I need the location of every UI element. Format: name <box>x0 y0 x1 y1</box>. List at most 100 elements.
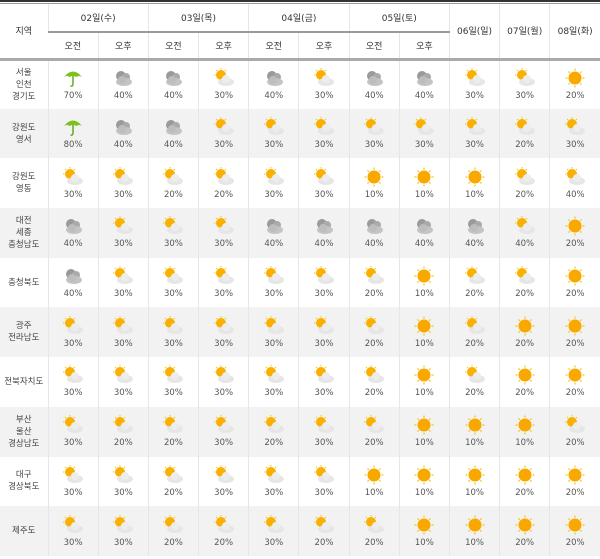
partly-sunny-icon <box>112 315 134 336</box>
partly-sunny-icon <box>162 365 184 385</box>
partly-sunny-icon <box>464 117 486 137</box>
partly-sunny-icon <box>62 166 84 187</box>
precip-probability: 30% <box>113 338 133 349</box>
pm-header: 오후 <box>298 32 350 59</box>
precip-probability: 20% <box>565 91 585 102</box>
precip-probability: 20% <box>565 537 585 548</box>
precip-probability: 30% <box>314 388 334 399</box>
sunny-icon <box>564 68 586 88</box>
forecast-cell: 20% <box>549 307 600 358</box>
forecast-cell: 30% <box>147 257 199 308</box>
forecast-cell: 40% <box>348 208 400 258</box>
sunny-icon <box>564 365 586 385</box>
precip-probability: 20% <box>364 537 384 548</box>
sunny-icon <box>514 515 536 535</box>
precip-probability: 30% <box>63 338 83 349</box>
precip-probability: 20% <box>565 438 585 449</box>
precip-probability: 30% <box>515 91 535 102</box>
precip-probability: 40% <box>63 239 83 250</box>
precip-probability: 30% <box>163 289 183 300</box>
partly-sunny-icon <box>313 365 335 385</box>
forecast-cell: 30% <box>248 357 299 407</box>
precip-probability: 30% <box>264 338 284 349</box>
precip-probability: 20% <box>364 438 384 449</box>
precip-probability: 30% <box>214 140 234 151</box>
region-name: 제주도 <box>0 506 48 556</box>
precip-probability: 30% <box>214 289 234 300</box>
sunny-icon <box>413 365 435 385</box>
forecast-cell: 30% <box>47 506 99 556</box>
partly-sunny-icon <box>213 68 235 88</box>
forecast-cell: 30% <box>298 456 350 507</box>
precip-probability: 80% <box>63 140 83 151</box>
forecast-cell: 30% <box>47 307 99 358</box>
partly-sunny-icon <box>213 415 235 435</box>
precip-probability: 40% <box>465 239 484 250</box>
precip-probability: 70% <box>63 91 83 102</box>
partly-sunny-icon <box>363 514 385 535</box>
forecast-cell: 30% <box>47 357 99 407</box>
precip-probability: 30% <box>113 289 133 300</box>
forecast-cell: 30% <box>248 307 299 358</box>
table-row: 제주도 30% 30% 20% 20% 30% 20% 20% 10% 10% 20% 20% <box>0 506 600 556</box>
forecast-cell: 20% <box>348 406 400 457</box>
precip-probability: 40% <box>364 239 384 250</box>
partly-sunny-icon <box>112 464 134 485</box>
partly-sunny-icon <box>363 117 385 137</box>
forecast-cell: 30% <box>97 357 149 407</box>
forecast-cell: 20% <box>549 257 600 308</box>
forecast-cell: 30% <box>147 208 199 258</box>
precip-probability: 30% <box>314 487 334 498</box>
precip-probability: 30% <box>63 189 83 200</box>
forecast-cell: 40% <box>147 59 199 109</box>
precip-probability: 20% <box>214 189 234 200</box>
precip-probability: 20% <box>364 388 384 399</box>
precip-probability: 30% <box>264 140 284 151</box>
forecast-cell: 20% <box>549 208 600 258</box>
precip-probability: 30% <box>414 140 434 151</box>
cloudy-icon <box>162 117 184 137</box>
forecast-cell: 30% <box>97 208 149 258</box>
sunny-icon <box>413 316 435 336</box>
region-name: 부산 울산 경상남도 <box>0 406 48 457</box>
forecast-cell: 20% <box>549 406 600 457</box>
forecast-cell: 30% <box>97 158 149 209</box>
precip-probability: 20% <box>465 289 484 300</box>
day-header: 05일(토) <box>348 4 450 33</box>
partly-sunny-icon <box>514 266 536 286</box>
sunny-icon <box>514 465 536 485</box>
partly-sunny-icon <box>564 117 586 137</box>
forecast-cell: 30% <box>97 506 149 556</box>
partly-sunny-icon <box>413 117 435 137</box>
forecast-cell: 20% <box>348 357 400 407</box>
partly-sunny-icon <box>514 117 536 137</box>
precip-probability: 30% <box>264 487 284 498</box>
table-row: 대구 경상북도 30% 30% 20% 30% 30% 30% 10% 10% 10% 20% 20% <box>0 456 600 507</box>
cloudy-icon <box>413 216 435 236</box>
forecast-cell: 10% <box>398 506 450 556</box>
precip-probability: 20% <box>515 487 535 498</box>
precip-probability: 40% <box>264 239 284 250</box>
partly-sunny-icon <box>62 365 84 385</box>
sunny-icon <box>464 167 486 187</box>
region-name: 강원도 영동 <box>12 172 36 195</box>
precip-probability: 30% <box>163 338 183 349</box>
forecast-cell: 30% <box>198 307 249 358</box>
precip-probability: 20% <box>113 438 133 449</box>
forecast-cell: 20% <box>499 307 550 358</box>
cloudy-icon <box>313 216 335 236</box>
forecast-cell: 30% <box>549 108 600 159</box>
forecast-cell: 70% <box>47 59 99 109</box>
table-row: 서울 인천 경기도 70% 40% 40% 30% 40% 30% 40% 40% 30% 30% 2… <box>0 59 600 109</box>
partly-sunny-icon <box>112 266 134 286</box>
day-header: 04일(금) <box>248 4 350 33</box>
precip-probability: 30% <box>314 289 334 300</box>
partly-sunny-icon <box>62 514 84 535</box>
partly-sunny-icon <box>162 315 184 336</box>
sunny-icon <box>564 316 586 336</box>
partly-sunny-icon <box>464 315 486 336</box>
pm-header: 오후 <box>398 32 450 59</box>
partly-sunny-icon <box>112 365 134 385</box>
forecast-cell: 30% <box>147 357 199 407</box>
forecast-cell: 20% <box>248 406 299 457</box>
